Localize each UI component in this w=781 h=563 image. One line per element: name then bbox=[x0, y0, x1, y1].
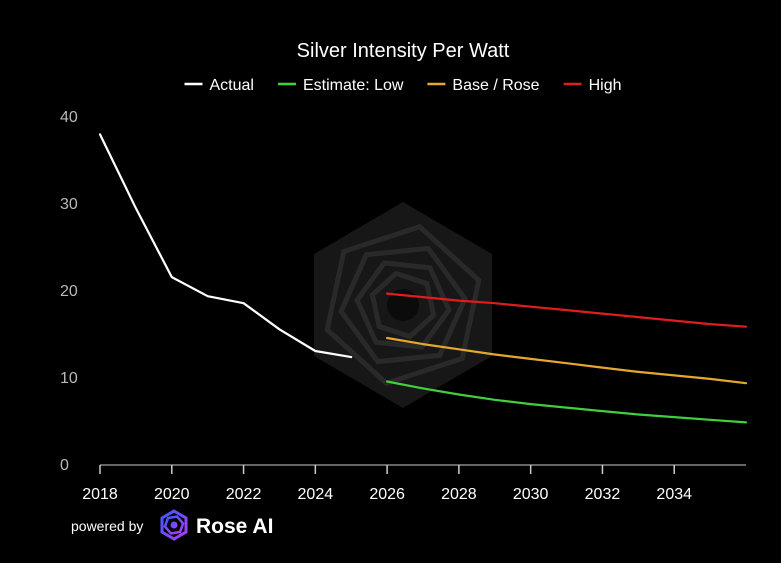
legend-item: Estimate: Low bbox=[278, 77, 404, 94]
rose-ai-watermark-icon bbox=[314, 202, 492, 408]
powered-by-label: powered by bbox=[71, 518, 143, 534]
brand-name[interactable]: Rose AI bbox=[196, 515, 273, 538]
y-tick-label: 10 bbox=[60, 370, 78, 387]
x-tick-label: 2032 bbox=[585, 486, 621, 503]
series-line-high bbox=[386, 292, 748, 328]
y-tick-label: 0 bbox=[60, 457, 69, 474]
x-tick-label: 2028 bbox=[441, 486, 477, 503]
x-tick-label: 2022 bbox=[226, 486, 262, 503]
legend-label: Actual bbox=[210, 77, 254, 94]
series-line-base-rose bbox=[386, 336, 748, 385]
legend-label: Estimate: Low bbox=[303, 77, 404, 94]
legend-label: High bbox=[589, 77, 622, 94]
legend: Actual Estimate: Low Base / Rose High bbox=[184, 77, 622, 94]
x-tick-label: 2020 bbox=[154, 486, 190, 503]
y-tick-label: 20 bbox=[60, 283, 78, 300]
legend-item: Base / Rose bbox=[427, 77, 540, 94]
legend-item: High bbox=[563, 77, 622, 94]
legend-label: Base / Rose bbox=[452, 77, 539, 94]
series-group bbox=[98, 133, 748, 424]
x-tick-label: 2030 bbox=[513, 486, 549, 503]
rose-ai-logo-icon[interactable] bbox=[160, 509, 188, 541]
x-tick-label: 2018 bbox=[82, 486, 118, 503]
x-tick-label: 2026 bbox=[369, 486, 405, 503]
series-line-estimate-low bbox=[386, 380, 748, 424]
y-tick-label: 40 bbox=[60, 109, 78, 126]
chart-title: Silver Intensity Per Watt bbox=[297, 40, 510, 62]
y-tick-label: 30 bbox=[60, 196, 78, 213]
x-tick-label: 2034 bbox=[656, 486, 692, 503]
legend-item: Actual bbox=[184, 77, 254, 94]
series-line-actual bbox=[98, 133, 353, 359]
x-tick-label: 2024 bbox=[298, 486, 334, 503]
